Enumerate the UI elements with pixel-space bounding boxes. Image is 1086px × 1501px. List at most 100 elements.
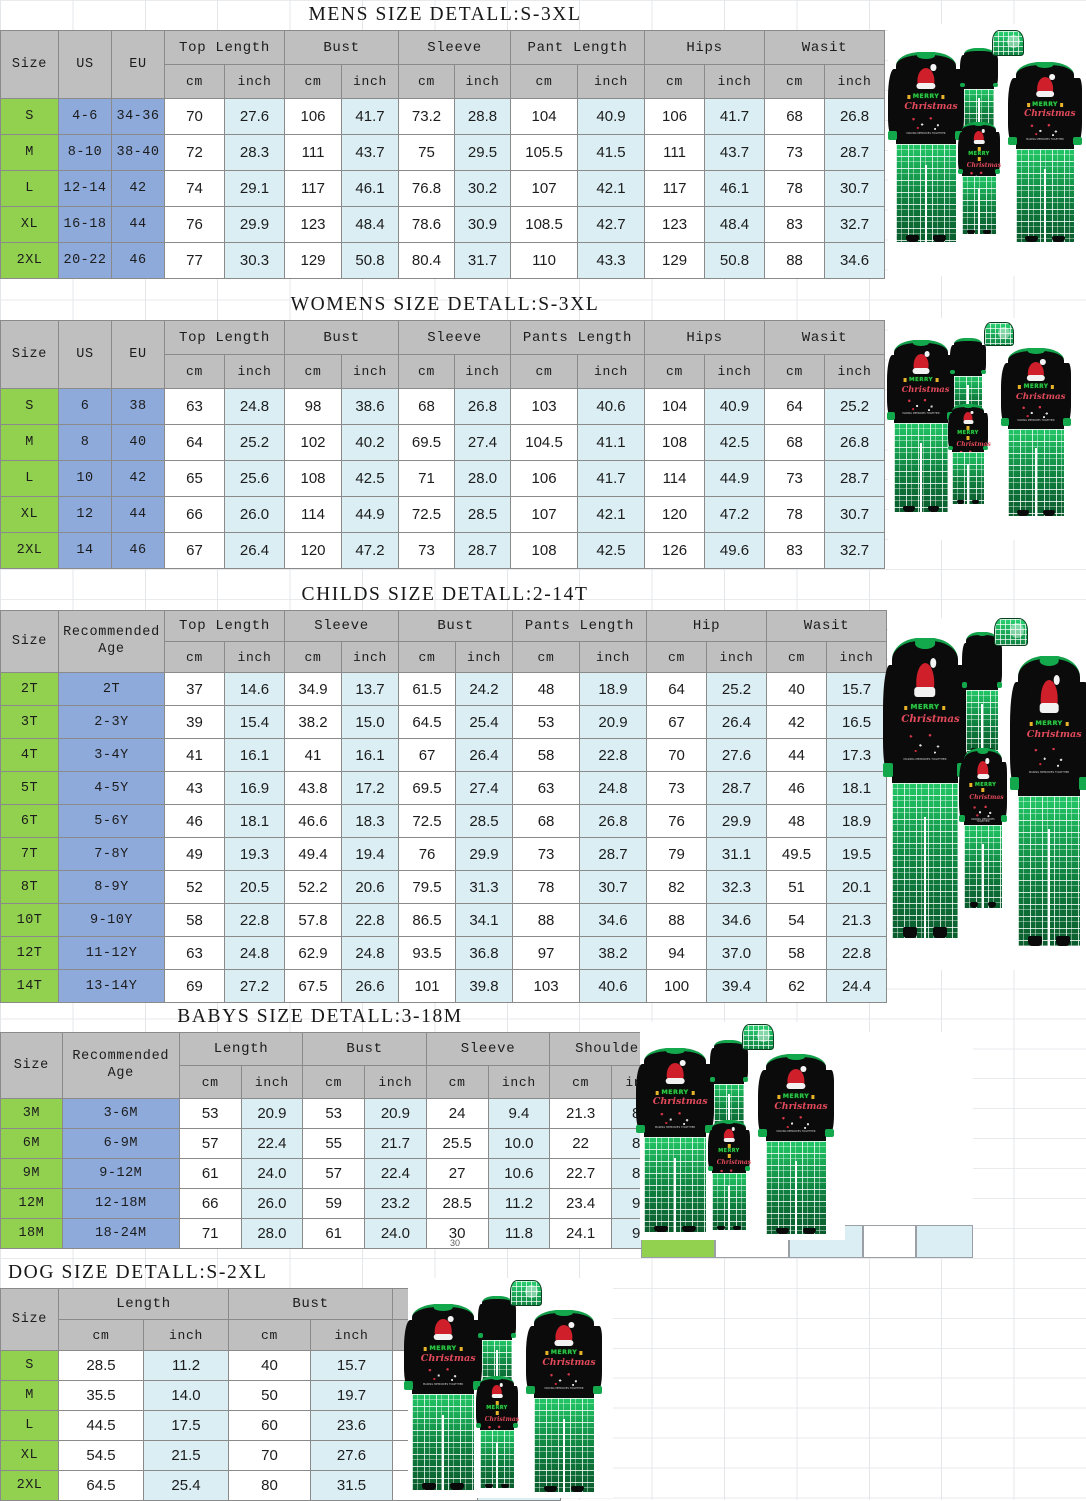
christmas-text: Christmas	[901, 713, 960, 726]
collar	[433, 1304, 453, 1311]
cell-size: 2XL	[0, 1470, 59, 1501]
cell-inch: 26.4	[223, 532, 286, 569]
cell-cm: 37	[164, 672, 225, 706]
merry-text: MERRY	[774, 1093, 817, 1100]
cell-cm: 64.5	[58, 1470, 144, 1501]
cell-cm: 111	[284, 134, 343, 171]
cell-inch: 40.6	[577, 388, 646, 425]
cell-size: XL	[0, 206, 59, 243]
table-row: 2XL 14 46 67 26.4 120 47.2 73 28.7 108 42.5 126 49.6…	[0, 532, 886, 569]
cell-size: XL	[0, 496, 59, 533]
sleeve-left	[707, 1129, 717, 1170]
measure-group-hips: Hips	[644, 30, 766, 65]
sub-text: MAKING MEMORIES TOGETHER	[1017, 419, 1055, 423]
foot-left	[775, 1227, 789, 1234]
cell-inch: 22.8	[826, 936, 888, 970]
cell-cm: 53	[178, 1098, 242, 1129]
product-photo-dog: MERRY Christmas MAKING MEMORIES TOGETHER …	[403, 1278, 613, 1498]
pajama-set	[960, 48, 998, 132]
unit-header-cm: cm	[764, 64, 826, 99]
cell-cm: 48	[512, 672, 581, 706]
foot-left	[970, 902, 979, 908]
plaid-hat-accessory	[992, 30, 1024, 56]
unit-header-cm: cm	[284, 64, 343, 99]
cell-label: 12-14	[58, 170, 112, 207]
ornament-dots	[971, 802, 995, 818]
merry-text: MERRY	[1027, 720, 1072, 727]
cell-inch: 26.4	[455, 738, 514, 772]
sleeve-left	[403, 1320, 420, 1389]
cell-cm: 80.4	[398, 242, 456, 279]
collar	[723, 1120, 735, 1124]
cell-label: 8-10	[58, 134, 112, 171]
cell-label: 2T	[58, 672, 165, 706]
sleeve-left	[1000, 362, 1015, 424]
product-photo-womens: MERRY Christmas MAKING MEMORIES TOGETHER …	[886, 318, 1086, 540]
cell-size: S	[0, 388, 59, 425]
table-row: 8T 8-9Y 52 20.5 52.2 20.6 79.5 31.3 78 30.7 82 32.3…	[0, 870, 888, 904]
cell-cm: 43.8	[284, 771, 343, 805]
cell-inch: 26.4	[706, 705, 768, 739]
cell-cm: 100	[646, 969, 708, 1003]
unit-header-cm: cm	[644, 354, 706, 389]
cell-inch: 21.3	[826, 903, 888, 937]
header-row-group: Size US EU Top Length Bust Sleeve Pants Length…	[0, 320, 886, 389]
stray-cell-blue-2	[916, 1225, 973, 1258]
cell-label: 4-6	[58, 98, 112, 135]
christmas-text: Christmas	[774, 1100, 828, 1112]
cell-inch: 25.2	[824, 388, 886, 425]
measure-group-bust: Bust	[284, 320, 400, 355]
cell-inch: 20.6	[341, 870, 400, 904]
cell-inch: 40.9	[577, 98, 646, 135]
cell-inch: 28.0	[240, 1218, 304, 1249]
col-header-eu: EU	[111, 320, 165, 389]
cell-inch: 43.3	[577, 242, 646, 279]
unit-header-inch: inch	[579, 641, 648, 673]
measure-group-sleeve: Sleeve	[398, 30, 512, 65]
cell-cm: 51	[766, 870, 828, 904]
measure-group-length: Length	[178, 1032, 304, 1066]
cuff-right	[745, 1165, 751, 1171]
cell-cm: 65	[164, 460, 225, 497]
cell-cm: 34.9	[284, 672, 343, 706]
cell-size: 12T	[0, 936, 59, 970]
cell-size: 2XL	[0, 242, 59, 279]
cell-label: 10	[58, 460, 112, 497]
unit-header-inch: inch	[455, 641, 514, 673]
table-row: 6T 5-6Y 46 18.1 46.6 18.3 72.5 28.5 68 26.8 76 29.9…	[0, 804, 888, 838]
measure-group-bust: Bust	[302, 1032, 427, 1066]
cell-cm: 63	[512, 771, 581, 805]
section-title-childs: CHILDS SIZE DETALL:2-14T	[301, 584, 589, 605]
cell-label: 5-6Y	[58, 804, 165, 838]
cell-inch: 26.0	[240, 1188, 304, 1219]
cell-size: M	[0, 424, 59, 461]
merry-text: MERRY	[904, 93, 947, 100]
unit-header-cm: cm	[764, 354, 826, 389]
cell-inch: 29.9	[223, 206, 286, 243]
cuff-left	[478, 1333, 483, 1338]
cell-inch: 34.6	[579, 903, 648, 937]
cell-cm: 67	[398, 738, 457, 772]
stray-tiny-number: 30	[450, 1238, 461, 1248]
foot-left	[902, 505, 915, 512]
cell-size: 10T	[0, 903, 59, 937]
leg-split	[496, 1442, 498, 1488]
santa-hat-graphic	[973, 129, 985, 144]
unit-header-inch: inch	[487, 1065, 551, 1099]
cell-inch: 43.7	[704, 134, 766, 171]
cell-cm: 114	[644, 460, 706, 497]
santa-hat-graphic	[977, 758, 989, 780]
unit-header-cm: cm	[228, 1319, 312, 1351]
unit-header-cm: cm	[284, 354, 343, 389]
cuff-left	[475, 1422, 481, 1428]
cell-cm: 70	[228, 1440, 312, 1471]
table-row: 10T 9-10Y 58 22.8 57.8 22.8 86.5 34.1 88 34.6 88 34…	[0, 903, 888, 937]
cell-inch: 27.4	[454, 424, 512, 461]
plaid-hat-accessory	[742, 1024, 774, 1050]
merry-text: MERRY	[485, 1400, 509, 1416]
